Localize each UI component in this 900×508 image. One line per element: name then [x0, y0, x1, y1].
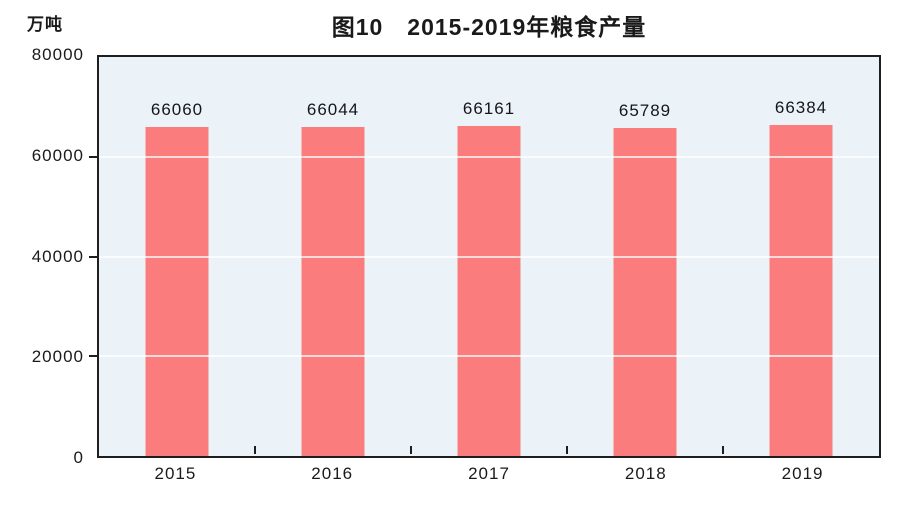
bar-2017	[457, 126, 521, 456]
y-axis: 0 20000 40000 60000 80000	[0, 45, 84, 467]
x-axis-tick	[410, 446, 412, 454]
x-axis-label-2019: 2019	[781, 464, 824, 483]
category-column-2017: 66161	[411, 57, 567, 456]
y-axis-tick	[89, 255, 97, 258]
y-axis-tick-label: 40000	[31, 246, 84, 266]
bar-value-label: 66384	[774, 97, 828, 117]
y-axis-tick-label: 20000	[31, 347, 84, 367]
bar-value-label: 66044	[306, 99, 360, 119]
category-column-2018: 65789	[567, 57, 723, 456]
plot-area: 66060 66044 66161 65789 66384	[89, 55, 881, 458]
category-column-2015: 66060	[99, 57, 255, 456]
x-axis: 2015 2016 2017 2018 2019	[97, 464, 881, 490]
x-axis-label-2015: 2015	[154, 464, 197, 483]
gridline-40000	[99, 255, 879, 258]
y-axis-tick	[89, 155, 97, 158]
gridline-20000	[99, 355, 879, 358]
category-column-2016: 66044	[255, 57, 411, 456]
y-axis-unit-label: 万吨	[27, 15, 63, 34]
bar-value-label: 65789	[618, 100, 672, 120]
y-axis-tick	[89, 355, 97, 358]
x-axis-tick	[566, 446, 568, 454]
chart-title: 图10 2015-2019年粮食产量	[331, 14, 647, 40]
x-axis-label-2018: 2018	[624, 464, 667, 483]
bar-2019	[769, 124, 833, 456]
x-axis-tick	[722, 446, 724, 454]
y-axis-tick-label: 80000	[31, 45, 84, 64]
category-column-2019: 66384	[723, 57, 879, 456]
bar-value-label: 66161	[462, 99, 516, 119]
y-axis-tick-label: 60000	[31, 145, 84, 165]
bar-2018	[613, 127, 677, 456]
y-axis-tick-label: 0	[73, 448, 84, 467]
bar-2015	[145, 126, 209, 456]
bar-2016	[301, 126, 365, 456]
gridline-60000	[99, 155, 879, 158]
bar-value-label: 66060	[150, 99, 204, 119]
x-axis-label-2016: 2016	[311, 464, 354, 483]
x-axis-label-2017: 2017	[468, 464, 510, 483]
x-axis-tick	[254, 446, 256, 454]
